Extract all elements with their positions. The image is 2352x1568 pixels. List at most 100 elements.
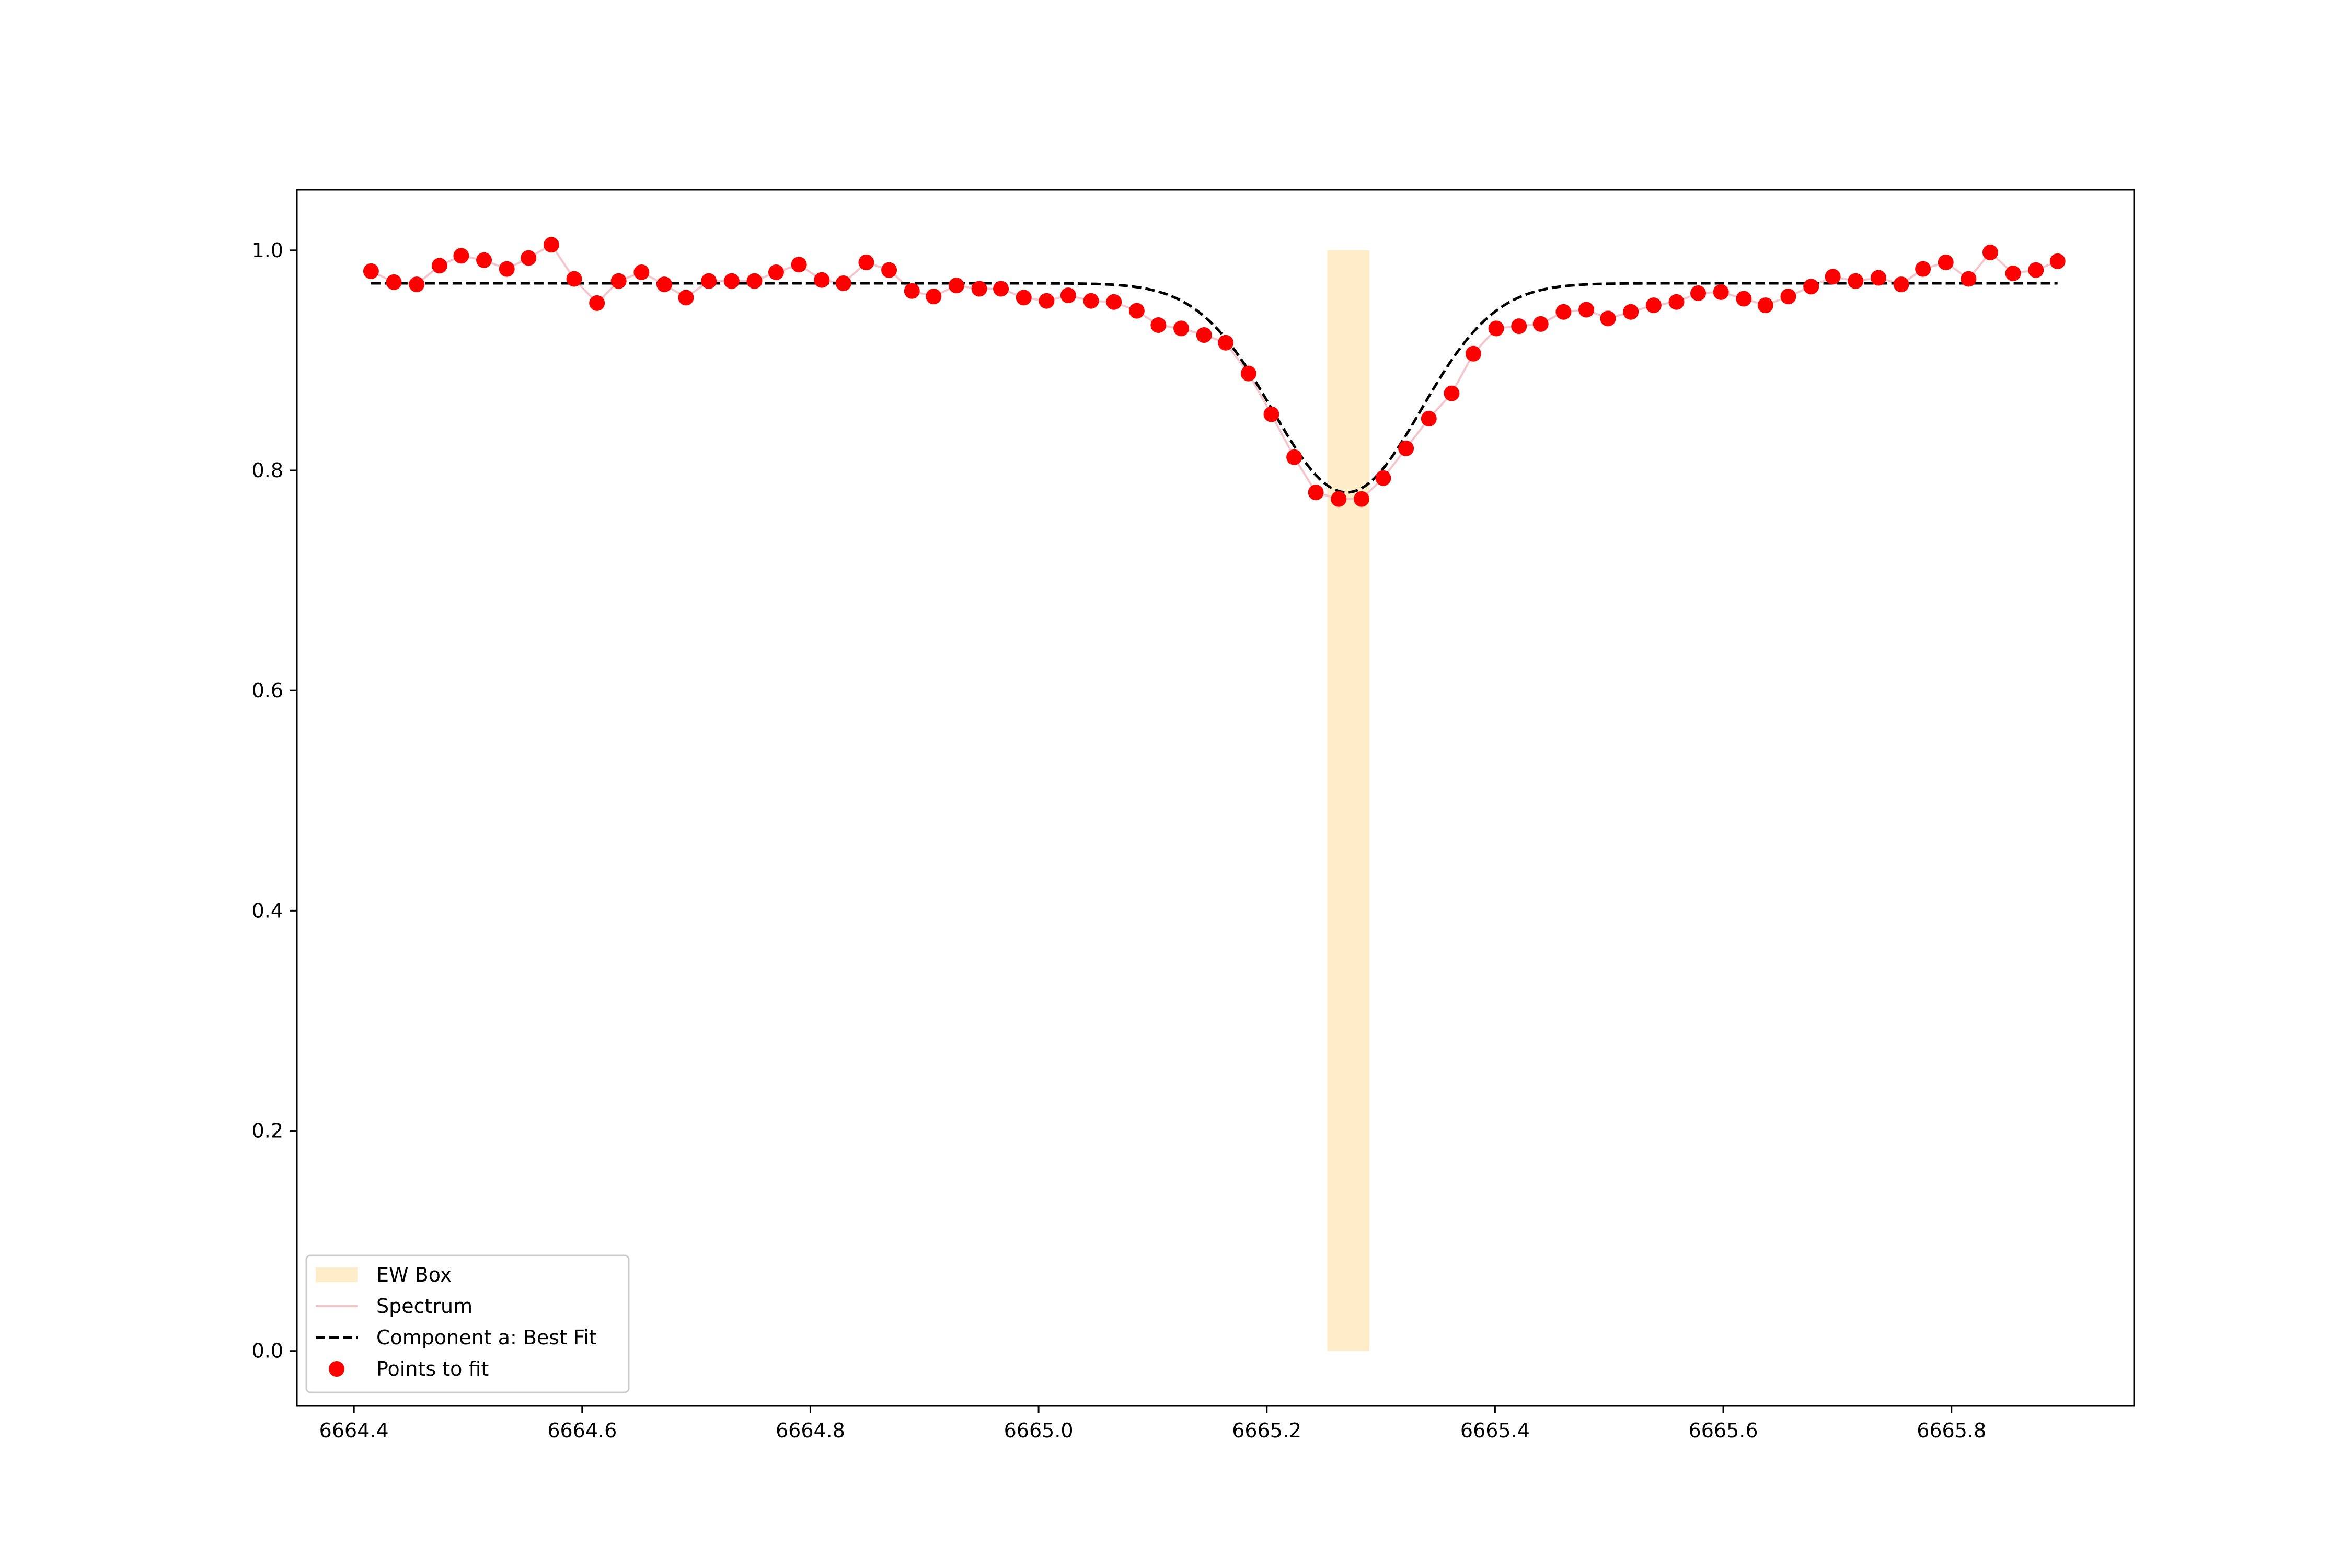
legend-label: Points to fit bbox=[376, 1357, 489, 1380]
data-point bbox=[476, 252, 492, 268]
data-point bbox=[1623, 304, 1639, 320]
data-point bbox=[1488, 320, 1504, 337]
data-point bbox=[363, 263, 379, 279]
data-point bbox=[431, 258, 447, 274]
data-point bbox=[678, 290, 694, 306]
data-point bbox=[1039, 293, 1055, 309]
data-point bbox=[1645, 297, 1662, 314]
legend-box bbox=[305, 1254, 630, 1393]
data-point bbox=[1938, 254, 1954, 270]
data-point bbox=[1083, 293, 1099, 309]
data-point bbox=[1128, 303, 1145, 319]
data-point bbox=[1870, 270, 1886, 286]
x-tick-label: 6665.2 bbox=[1232, 1419, 1301, 1442]
data-point bbox=[1825, 269, 1841, 285]
data-point bbox=[1444, 385, 1460, 401]
data-point bbox=[1263, 406, 1279, 422]
legend: EW Box Spectrum Component a: Best Fit Point… bbox=[305, 1254, 630, 1393]
x-tick-label: 6664.4 bbox=[319, 1419, 389, 1442]
data-point bbox=[1150, 317, 1167, 333]
data-point bbox=[1465, 345, 1481, 362]
data-point bbox=[1713, 284, 1729, 300]
data-point bbox=[993, 281, 1009, 297]
data-point bbox=[791, 257, 807, 273]
ew-box-layer bbox=[1327, 250, 1370, 1351]
legend-swatch-ew-box bbox=[316, 1267, 358, 1282]
data-point bbox=[1016, 290, 1032, 306]
y-tick-label: 1.0 bbox=[252, 239, 283, 262]
data-point bbox=[1961, 271, 1977, 287]
data-point bbox=[1690, 285, 1707, 301]
y-tick-label: 0.0 bbox=[252, 1340, 283, 1363]
data-point bbox=[2028, 262, 2044, 278]
data-point bbox=[610, 273, 627, 289]
y-tick-label: 0.4 bbox=[252, 899, 283, 922]
data-point bbox=[2049, 253, 2066, 269]
legend-label: Component a: Best Fit bbox=[376, 1326, 597, 1349]
spectrum-line bbox=[371, 243, 2058, 500]
data-point bbox=[1578, 302, 1595, 318]
data-point bbox=[746, 273, 763, 289]
data-point bbox=[971, 281, 987, 297]
best-fit-line bbox=[371, 282, 2058, 494]
data-point bbox=[543, 237, 559, 253]
x-axis: 6664.4 6664.6 6664.8 6665.0 6665.2 6665.4 6665… bbox=[319, 1406, 1986, 1442]
data-point bbox=[1532, 316, 1549, 332]
legend-label: EW Box bbox=[376, 1263, 452, 1286]
data-point bbox=[1286, 449, 1302, 465]
data-point bbox=[1353, 491, 1369, 507]
data-point bbox=[1736, 291, 1752, 307]
data-point bbox=[1982, 245, 1998, 261]
x-tick-label: 6664.8 bbox=[776, 1419, 845, 1442]
data-point bbox=[814, 272, 830, 288]
data-point bbox=[904, 283, 920, 299]
data-point bbox=[589, 295, 605, 311]
data-point bbox=[1398, 440, 1414, 456]
data-point bbox=[656, 276, 672, 293]
data-point bbox=[701, 273, 717, 289]
data-point bbox=[1308, 485, 1324, 501]
x-tick-label: 6665.6 bbox=[1689, 1419, 1758, 1442]
spectrum-line-layer bbox=[371, 243, 2058, 500]
data-point bbox=[409, 276, 425, 293]
points-layer bbox=[363, 237, 2066, 507]
data-point bbox=[768, 264, 784, 280]
data-point bbox=[1421, 411, 1437, 427]
data-point bbox=[1803, 279, 1819, 295]
data-point bbox=[1106, 294, 1122, 310]
plot-area-background bbox=[297, 190, 2134, 1406]
data-point bbox=[1780, 289, 1796, 305]
data-point bbox=[1375, 470, 1391, 486]
y-tick-label: 0.2 bbox=[252, 1120, 283, 1143]
data-point bbox=[499, 261, 515, 277]
data-point bbox=[1331, 491, 1347, 507]
legend-label: Spectrum bbox=[376, 1295, 472, 1318]
ew-box bbox=[1327, 250, 1370, 1351]
data-point bbox=[1848, 273, 1864, 289]
data-point bbox=[521, 250, 537, 266]
data-point bbox=[1600, 310, 1616, 327]
data-point bbox=[1218, 335, 1234, 351]
data-point bbox=[835, 275, 851, 291]
x-tick-label: 6665.0 bbox=[1004, 1419, 1074, 1442]
data-point bbox=[723, 273, 740, 289]
y-tick-label: 0.6 bbox=[252, 679, 283, 702]
best-fit-layer bbox=[371, 282, 2058, 494]
plot-frame bbox=[296, 189, 2135, 1407]
data-point bbox=[2005, 266, 2021, 282]
y-tick-label: 0.8 bbox=[252, 459, 283, 482]
data-point bbox=[1511, 318, 1527, 335]
data-point bbox=[1668, 294, 1685, 310]
legend-swatch-points bbox=[329, 1361, 344, 1377]
data-point bbox=[1173, 320, 1190, 337]
data-point bbox=[1893, 276, 1909, 293]
data-point bbox=[881, 262, 897, 278]
data-point bbox=[566, 271, 582, 287]
data-point bbox=[1060, 287, 1076, 304]
data-point bbox=[633, 264, 650, 280]
x-tick-label: 6665.8 bbox=[1917, 1419, 1986, 1442]
x-tick-label: 6665.4 bbox=[1460, 1419, 1530, 1442]
data-point bbox=[948, 278, 964, 294]
data-point bbox=[1757, 297, 1773, 314]
